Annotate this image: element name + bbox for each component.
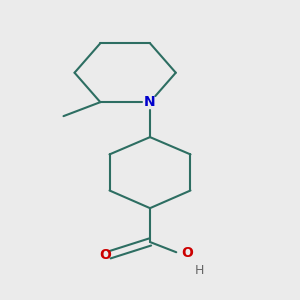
Text: H: H [195,264,204,277]
Text: O: O [99,248,111,262]
Text: O: O [182,246,194,260]
Text: N: N [144,95,156,109]
